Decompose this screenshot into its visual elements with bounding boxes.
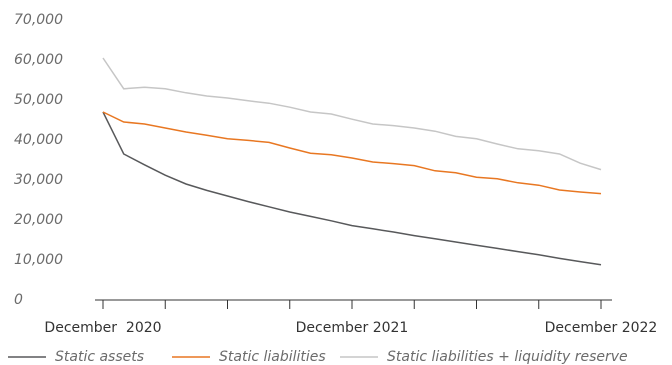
y-tick-label: 60,000: [14, 52, 63, 68]
legend-label: Static liabilities: [219, 349, 326, 365]
y-tick-label: 20,000: [14, 212, 63, 228]
series-line: [102, 57, 602, 171]
x-tick-label: December 2022: [545, 320, 658, 336]
series-line: [102, 111, 602, 195]
y-tick-label: 0: [14, 292, 23, 308]
y-tick-label: 10,000: [14, 252, 63, 268]
y-tick-label: 30,000: [14, 172, 63, 188]
y-tick-label: 70,000: [14, 12, 63, 28]
legend-label: Static assets: [55, 349, 144, 365]
y-tick-label: 50,000: [14, 92, 63, 108]
x-tick-label: December 2021: [296, 320, 409, 336]
y-tick-label: 40,000: [14, 132, 63, 148]
x-tick-label: December 2020: [44, 320, 161, 336]
series-line: [102, 111, 602, 266]
legend-label: Static liabilities + liquidity reserve: [387, 349, 628, 365]
